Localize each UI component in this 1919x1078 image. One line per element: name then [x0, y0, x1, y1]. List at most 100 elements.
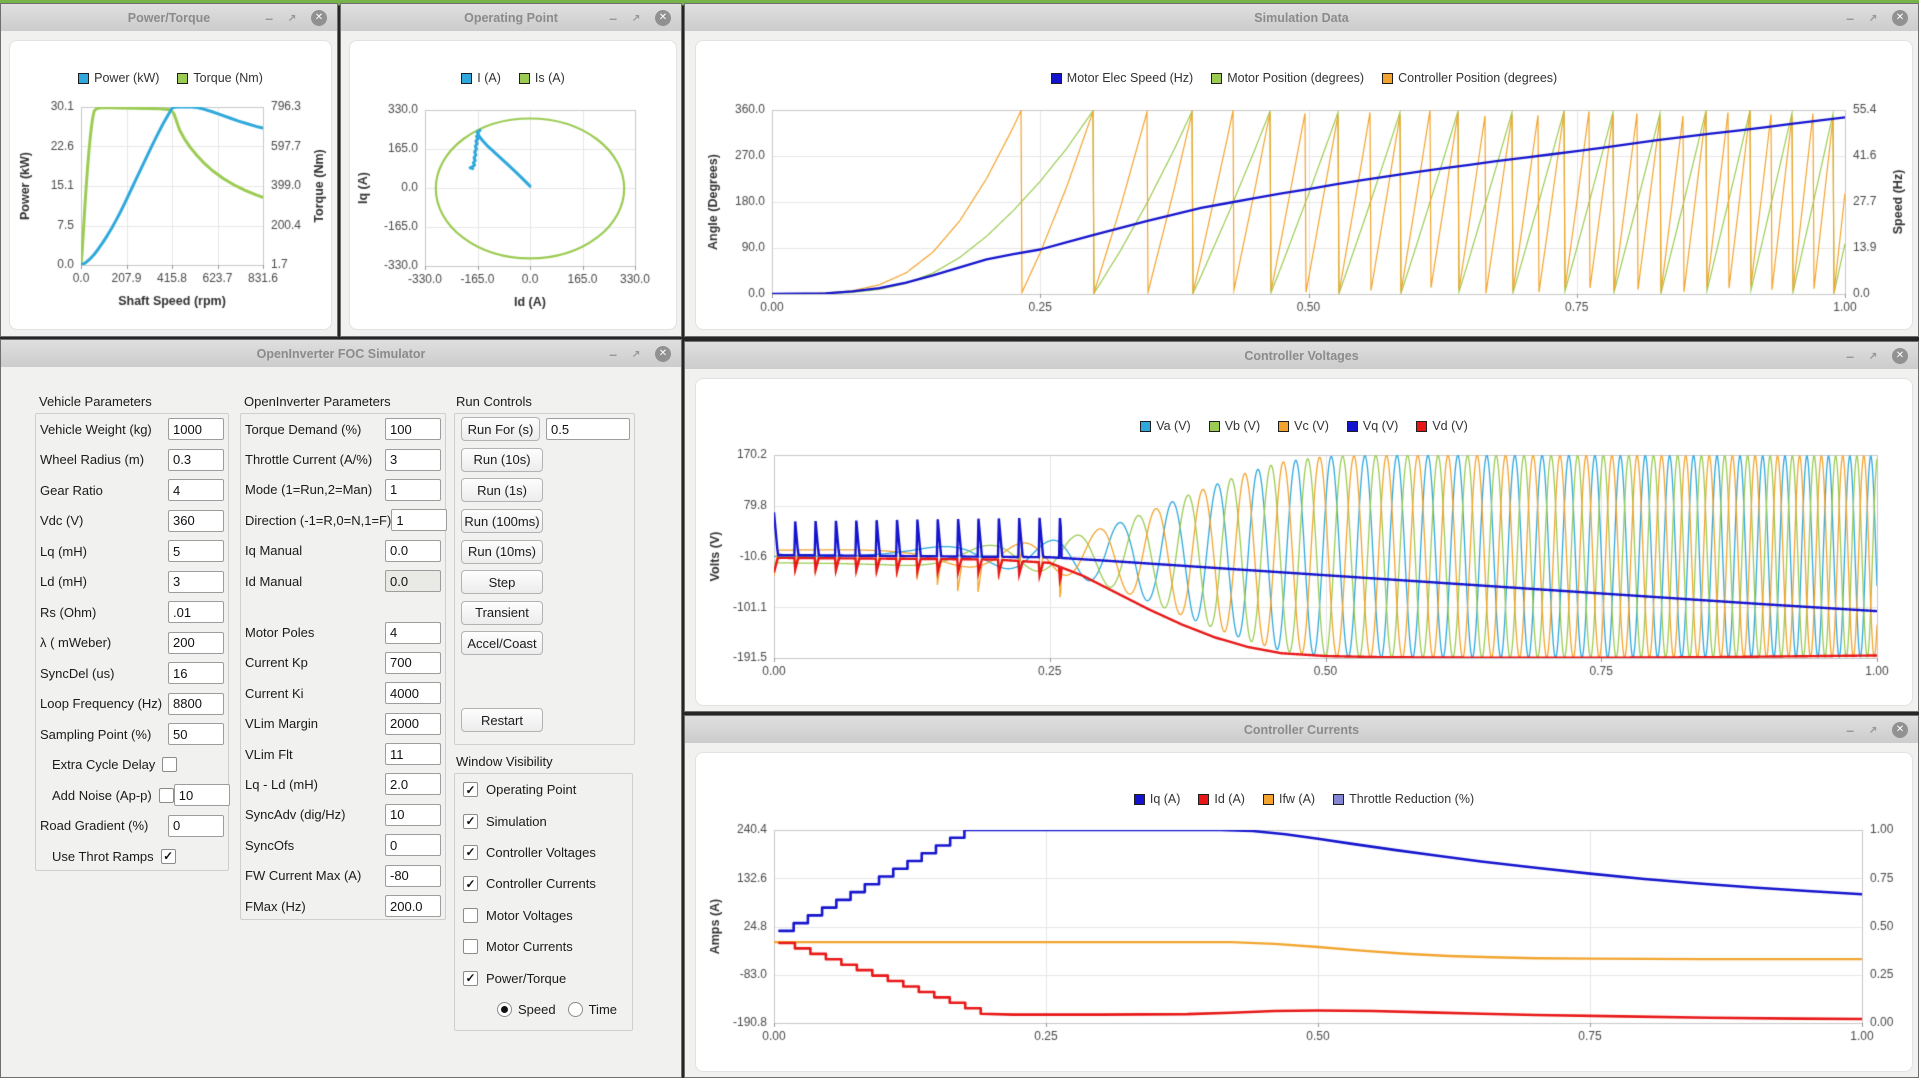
run-10s-button[interactable]: Run (10s)	[461, 448, 543, 472]
input-syncdel-us[interactable]: 16	[168, 662, 224, 684]
titlebar-main-simulator[interactable]: OpenInverter FOC Simulator – ✕	[1, 340, 681, 368]
form-row: Restart	[459, 705, 630, 736]
input-current-kp[interactable]: 700	[385, 652, 441, 674]
form-row: SyncDel (us)16	[40, 658, 224, 689]
close-icon[interactable]: ✕	[655, 10, 671, 26]
checkbox-motor-currents[interactable]	[463, 939, 478, 954]
input-ld-mh[interactable]: 3	[168, 571, 224, 593]
field-label-vlim-flt: VLim Flt	[245, 747, 385, 762]
input-wheel-radius-m[interactable]: 0.3	[168, 449, 224, 471]
form-row: Run (100ms)	[459, 506, 630, 537]
checkbox-add-noise-ap-p[interactable]	[159, 788, 174, 803]
window-visibility-heading: Window Visibility	[456, 754, 553, 769]
step-button[interactable]: Step	[461, 570, 543, 594]
checkbox-motor-voltages[interactable]	[463, 908, 478, 923]
minimize-icon[interactable]: –	[609, 349, 617, 359]
run-100ms-button[interactable]: Run (100ms)	[461, 509, 543, 533]
minimize-icon[interactable]: –	[1846, 13, 1854, 23]
input-sampling-point[interactable]: 50	[168, 723, 224, 745]
input-fmax-hz[interactable]: 200.0	[385, 895, 441, 917]
legend-item: Motor Elec Speed (Hz)	[1051, 71, 1193, 85]
legend-item: I (A)	[461, 71, 501, 85]
checkbox-controller-currents[interactable]: ✓	[463, 876, 478, 891]
input-mode-1-run-2-man[interactable]: 1	[385, 479, 441, 501]
checkbox-extra-cycle-delay[interactable]	[162, 757, 177, 772]
input-vlim-flt[interactable]: 11	[385, 743, 441, 765]
titlebar-power-torque[interactable]: Power/Torque – ✕	[1, 4, 337, 32]
form-row: Torque Demand (%)100	[245, 414, 441, 444]
minimize-icon[interactable]: –	[1846, 725, 1854, 735]
input-syncofs[interactable]: 0	[385, 834, 441, 856]
form-row: ✓Controller Currents	[459, 868, 628, 899]
checkbox-simulation[interactable]: ✓	[463, 814, 478, 829]
form-row: Throttle Current (A/%)3	[245, 444, 441, 474]
input-add-noise-ap-p[interactable]: 10	[174, 784, 230, 806]
minimize-icon[interactable]: –	[1846, 351, 1854, 361]
input-vehicle-weight-kg[interactable]: 1000	[168, 418, 224, 440]
form-row: VLim Margin2000	[245, 709, 441, 739]
input-syncadv-dig-hz[interactable]: 10	[385, 804, 441, 826]
input-run-for-seconds[interactable]: 0.5	[546, 418, 630, 440]
form-row: Direction (-1=R,0=N,1=F)1	[245, 505, 441, 535]
field-label-power-torque: Power/Torque	[486, 971, 628, 986]
accel-coast-button[interactable]: Accel/Coast	[461, 631, 543, 655]
minimize-icon[interactable]: –	[265, 13, 273, 23]
window-title: OpenInverter FOC Simulator	[257, 347, 426, 361]
input-road-gradient[interactable]: 0	[168, 815, 224, 837]
restore-icon[interactable]	[1867, 724, 1879, 736]
titlebar-controller-voltages[interactable]: Controller Voltages – ✕	[685, 342, 1918, 370]
titlebar-simulation-data[interactable]: Simulation Data – ✕	[685, 4, 1918, 32]
input-loop-frequency-hz[interactable]: 8800	[168, 693, 224, 715]
restart-button[interactable]: Restart	[461, 708, 543, 732]
transient-button[interactable]: Transient	[461, 601, 543, 625]
close-icon[interactable]: ✕	[1892, 10, 1908, 26]
input-current-ki[interactable]: 4000	[385, 682, 441, 704]
input-vdc-v[interactable]: 360	[168, 510, 224, 532]
minimize-icon[interactable]: –	[609, 13, 617, 23]
checkbox-use-throt-ramps[interactable]: ✓	[161, 849, 176, 864]
restore-icon[interactable]	[1867, 12, 1879, 24]
legend-label: Power (kW)	[94, 71, 159, 85]
close-icon[interactable]: ✕	[1892, 722, 1908, 738]
close-icon[interactable]: ✕	[1892, 348, 1908, 364]
input-vlim-margin[interactable]: 2000	[385, 713, 441, 735]
checkbox-operating-point[interactable]: ✓	[463, 782, 478, 797]
input-throttle-current-a[interactable]: 3	[385, 449, 441, 471]
close-icon[interactable]: ✕	[311, 10, 327, 26]
close-icon[interactable]: ✕	[655, 346, 671, 362]
radio-speed[interactable]	[497, 1002, 512, 1017]
restore-icon[interactable]	[1867, 350, 1879, 362]
form-row: Wheel Radius (m)0.3	[40, 445, 224, 476]
input-gear-ratio[interactable]: 4	[168, 479, 224, 501]
controller-voltages-chart-card: Va (V)Vb (V)Vc (V)Vq (V)Vd (V)	[695, 378, 1913, 706]
restore-icon[interactable]	[286, 12, 298, 24]
field-label-motor-voltages: Motor Voltages	[486, 908, 628, 923]
radio-time[interactable]	[568, 1002, 583, 1017]
input-lq-ld-mh[interactable]: 2.0	[385, 773, 441, 795]
checkbox-controller-voltages[interactable]: ✓	[463, 845, 478, 860]
run-1s-button[interactable]: Run (1s)	[461, 478, 543, 502]
restore-icon[interactable]	[630, 348, 642, 360]
legend-item: Vq (V)	[1347, 419, 1398, 433]
input-direction-1-r-0-n-1-f[interactable]: 1	[391, 509, 447, 531]
run-for-button[interactable]: Run For (s)	[461, 417, 540, 441]
input-torque-demand[interactable]: 100	[385, 418, 441, 440]
field-label-sampling-point: Sampling Point (%)	[40, 727, 168, 742]
legend-label: Is (A)	[535, 71, 565, 85]
window-operating-point: Operating Point – ✕ I (A) Is (A)	[340, 3, 682, 337]
run-10ms-button[interactable]: Run (10ms)	[461, 540, 543, 564]
input-rs-ohm[interactable]: .01	[168, 601, 224, 623]
restore-icon[interactable]	[630, 12, 642, 24]
field-label-throttle-current-a: Throttle Current (A/%)	[245, 452, 385, 467]
checkbox-power-torque[interactable]: ✓	[463, 971, 478, 986]
legend-label: Torque (Nm)	[193, 71, 262, 85]
titlebar-operating-point[interactable]: Operating Point – ✕	[341, 4, 681, 32]
input-mweber[interactable]: 200	[168, 632, 224, 654]
input-lq-mh[interactable]: 5	[168, 540, 224, 562]
titlebar-controller-currents[interactable]: Controller Currents – ✕	[685, 716, 1918, 744]
input-iq-manual[interactable]: 0.0	[385, 540, 441, 562]
input-motor-poles[interactable]: 4	[385, 622, 441, 644]
field-label-road-gradient: Road Gradient (%)	[40, 818, 168, 833]
input-id-manual[interactable]: 0.0	[385, 570, 441, 592]
input-fw-current-max-a[interactable]: -80	[385, 865, 441, 887]
